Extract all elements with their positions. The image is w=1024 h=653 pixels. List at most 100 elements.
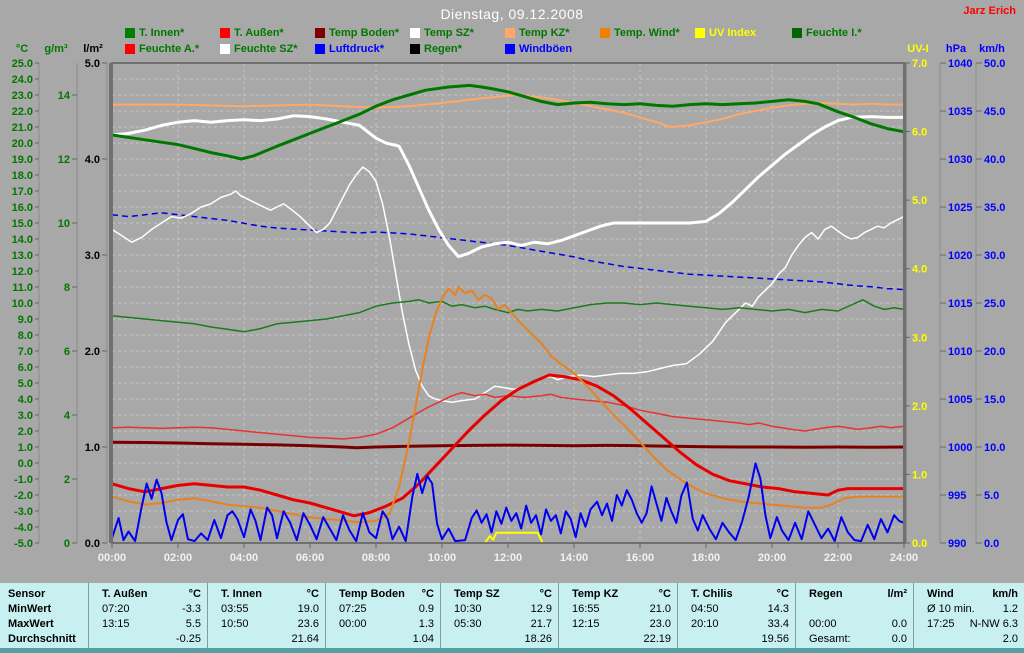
max-time: 10:50 <box>221 617 249 630</box>
c-axis-tick-label: 15.0 <box>12 218 33 230</box>
table-avg-row: 18.26 <box>441 631 558 646</box>
max-value: 0.0 <box>891 617 907 630</box>
c-axis-tick-label: 19.0 <box>12 154 33 166</box>
kmh-axis-tick-label: 35.0 <box>984 202 1005 214</box>
legend-color-swatch-temp_boden <box>315 28 325 38</box>
legend-label-temp_wind: Temp. Wind* <box>614 27 680 39</box>
g-axis-tick-label: 12 <box>58 154 70 166</box>
c-axis-tick-label: 4.0 <box>18 394 33 406</box>
table-column-t-au-en: T. Außen °C 07:20 -3.3 13:15 5.5 -0.25 <box>88 583 207 648</box>
x-axis-tick-label: 10:00 <box>428 552 456 564</box>
x-axis-tick-label: 14:00 <box>560 552 588 564</box>
table-min-row <box>796 601 913 616</box>
series-temp_kz-line <box>112 94 904 128</box>
author-label: Jarz Erich <box>963 5 1016 17</box>
legend-label-luftdruck: Luftdruck* <box>329 43 384 55</box>
g-axis-tick-label: 4 <box>64 410 71 422</box>
table-column-t-chilis: T. Chilis °C 04:50 14.3 20:10 33.4 19.56 <box>677 583 795 648</box>
sensor-unit: °C <box>421 587 434 600</box>
series-feuchte_a-line <box>111 391 905 440</box>
legend-label-temp_boden: Temp Boden* <box>329 27 400 39</box>
hpa-axis-tick-label: 1000 <box>948 442 972 454</box>
c-axis-tick-label: 13.0 <box>12 250 33 262</box>
legend-color-swatch-temp_kz <box>505 28 515 38</box>
avg-value: 2.0 <box>1002 632 1018 645</box>
series-t_aussen-line <box>111 373 904 518</box>
kmh-axis-tick-label: 40.0 <box>984 154 1005 166</box>
legend-color-swatch-temp_wind <box>600 28 610 38</box>
min-time: 04:50 <box>691 602 719 615</box>
max-value: N-NW 6.3 <box>969 617 1018 630</box>
legend-label-feuchte_sz: Feuchte SZ* <box>234 43 298 55</box>
kmh-axis-tick-label: 30.0 <box>984 250 1005 262</box>
table-avg-row: 19.56 <box>678 631 795 646</box>
c-axis-tick-label: -2.0 <box>14 490 33 502</box>
hpa-axis-unit-label: hPa <box>946 43 967 55</box>
max-time: 00:00 <box>809 617 837 630</box>
sensor-unit: km/h <box>992 587 1018 600</box>
hpa-axis-tick-label: 1010 <box>948 346 972 358</box>
x-axis-tick-label: 16:00 <box>626 552 654 564</box>
sensor-unit: °C <box>539 587 552 600</box>
table-max-row: 05:30 21.7 <box>441 616 558 631</box>
series-feuchte_i-line <box>111 299 905 333</box>
min-value: 14.3 <box>767 602 789 615</box>
min-time: 07:20 <box>102 602 130 615</box>
rain-axis-tick-label: 5.0 <box>85 58 100 70</box>
series-uv_index-line <box>112 531 904 544</box>
c-axis-tick-label: 6.0 <box>18 362 33 374</box>
kmh-axis-tick-label: 5.0 <box>984 490 999 502</box>
sensor-name: Temp SZ <box>454 587 500 600</box>
table-max-row: 13:15 5.5 <box>89 616 207 631</box>
sensor-unit: l/m² <box>887 587 907 600</box>
c-axis-tick-label: 8.0 <box>18 330 33 342</box>
c-axis-tick-label: 14.0 <box>12 234 33 246</box>
legend-label-windboeen: Windböen <box>519 43 573 55</box>
uv-axis-tick-label: 0.0 <box>912 538 927 550</box>
sensor-name: T. Chilis <box>691 587 733 600</box>
legend-label-t_aussen: T. Außen* <box>234 27 284 39</box>
c-axis-tick-label: -4.0 <box>14 522 33 534</box>
x-axis-tick-label: 20:00 <box>758 552 786 564</box>
c-axis-tick-label: 5.0 <box>18 378 33 390</box>
c-axis-tick-label: -1.0 <box>14 474 33 486</box>
kmh-axis-unit-label: km/h <box>979 43 1005 55</box>
x-axis-tick-label: 08:00 <box>362 552 390 564</box>
avg-value: 22.19 <box>643 632 671 645</box>
min-time: 03:55 <box>221 602 249 615</box>
sensor-name: Temp Boden <box>339 587 405 600</box>
kmh-axis-tick-label: 20.0 <box>984 346 1005 358</box>
table-max-row: 10:50 23.6 <box>208 616 325 631</box>
c-axis-tick-label: 1.0 <box>18 442 33 454</box>
table-avg-row: Gesamt: 0.0 <box>796 631 913 646</box>
c-axis-tick-label: -5.0 <box>14 538 33 550</box>
table-column-header: T. Innen °C <box>208 586 325 601</box>
sensor-unit: °C <box>188 587 201 600</box>
legend-color-swatch-regen <box>410 44 420 54</box>
table-column-temp-boden: Temp Boden °C 07:25 0.9 00:00 1.3 1.04 <box>325 583 440 648</box>
min-time: Ø 10 min. <box>927 602 975 615</box>
legend-item-feuchte_i: Feuchte I.* <box>792 27 862 39</box>
legend-item-temp_kz: Temp KZ* <box>505 27 570 39</box>
legend-color-swatch-t_aussen <box>220 28 230 38</box>
rain-axis-tick-label: 1.0 <box>85 442 100 454</box>
table-max-row: 12:15 23.0 <box>559 616 677 631</box>
sensor-unit: °C <box>658 587 671 600</box>
g-axis-tick-label: 8 <box>64 282 70 294</box>
c-axis-tick-label: 18.0 <box>12 170 33 182</box>
table-avg-row: 21.64 <box>208 631 325 646</box>
c-axis-tick-label: 21.0 <box>12 122 33 134</box>
table-row-label-1: MinWert <box>8 602 52 615</box>
kmh-axis-tick-label: 15.0 <box>984 394 1005 406</box>
max-time: 00:00 <box>339 617 367 630</box>
hpa-axis-tick-label: 1040 <box>948 58 972 70</box>
uv-axis-tick-label: 1.0 <box>912 469 927 481</box>
series-temp_sz-line <box>111 114 904 259</box>
legend-color-swatch-luftdruck <box>315 44 325 54</box>
table-min-row: 07:25 0.9 <box>326 601 440 616</box>
c-axis-tick-label: 3.0 <box>18 410 33 422</box>
kmh-axis-tick-label: 10.0 <box>984 442 1005 454</box>
table-column-wind: Wind km/h Ø 10 min. 1.2 17:25 N-NW 6.3 2.0 <box>913 583 1024 648</box>
table-column-t-innen: T. Innen °C 03:55 19.0 10:50 23.6 21.64 <box>207 583 325 648</box>
weather-chart: °C25.024.023.022.021.020.019.018.017.016… <box>12 43 1006 564</box>
